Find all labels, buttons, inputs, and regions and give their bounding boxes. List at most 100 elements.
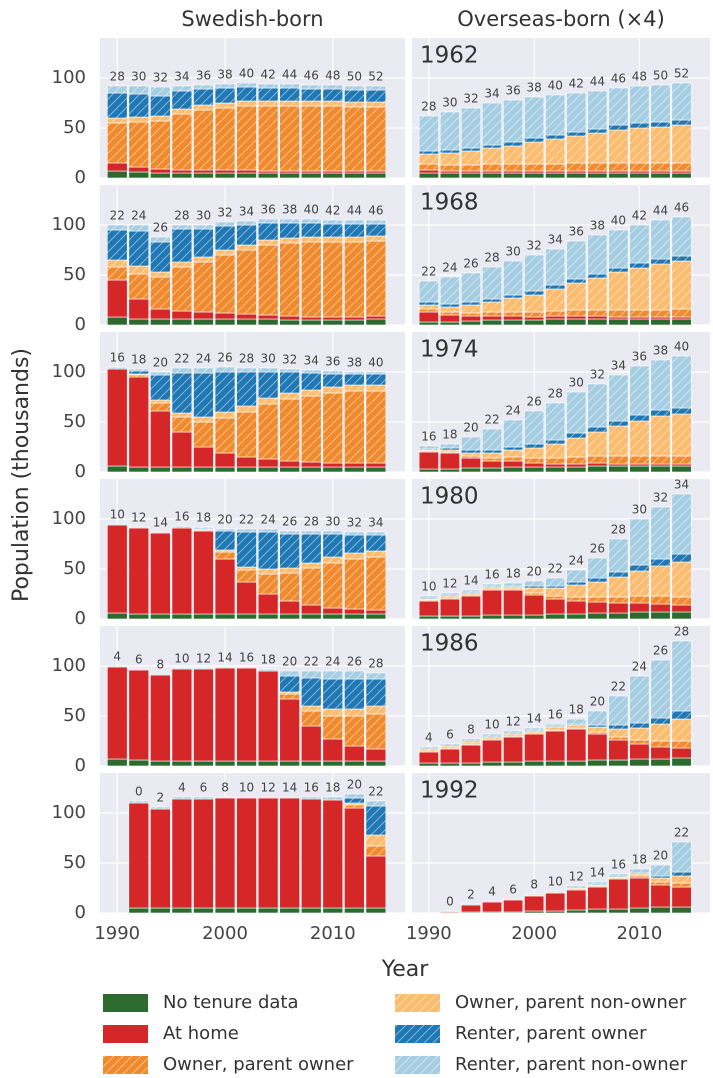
bar-segment bbox=[344, 85, 365, 91]
bar-segment bbox=[503, 582, 524, 587]
bar-segment bbox=[629, 224, 650, 264]
bar-segment bbox=[128, 265, 150, 275]
bar-label: 30 bbox=[632, 503, 647, 517]
bar-segment bbox=[171, 613, 193, 620]
bar-segment bbox=[629, 309, 650, 318]
bar-segment bbox=[322, 715, 344, 740]
bar-label: 22 bbox=[304, 655, 319, 669]
bar-segment bbox=[439, 762, 460, 767]
bar-segment bbox=[193, 88, 214, 106]
bar-segment bbox=[344, 241, 365, 318]
bar-segment bbox=[279, 170, 300, 174]
bar-label: 12 bbox=[196, 652, 211, 666]
bar-segment bbox=[629, 611, 650, 620]
y-tick-label: 100 bbox=[52, 361, 86, 382]
bar-segment bbox=[671, 906, 692, 914]
bar-segment bbox=[322, 738, 344, 762]
bar-segment bbox=[566, 282, 587, 311]
bar-label: 22 bbox=[174, 352, 189, 366]
bar-segment bbox=[566, 613, 587, 620]
bar-label: 34 bbox=[484, 87, 499, 101]
bar-label: 30 bbox=[131, 70, 146, 84]
bar-segment bbox=[566, 728, 587, 762]
bar-segment bbox=[545, 760, 566, 767]
bar-segment bbox=[587, 318, 608, 326]
bar-segment bbox=[566, 162, 587, 172]
bar-segment bbox=[418, 150, 439, 155]
bar-segment bbox=[524, 254, 545, 292]
bar-label: 28 bbox=[304, 515, 319, 529]
bar-label: 12 bbox=[505, 715, 520, 729]
bar-segment bbox=[481, 467, 503, 473]
bar-segment bbox=[439, 748, 460, 764]
bar-segment bbox=[524, 290, 545, 296]
bar-segment bbox=[545, 723, 566, 727]
x-tick-label: 2000 bbox=[202, 923, 248, 944]
bar-segment bbox=[608, 728, 629, 738]
bar-segment bbox=[300, 84, 322, 90]
bar-segment bbox=[150, 172, 171, 179]
bar-segment bbox=[322, 462, 344, 468]
bar-label: 38 bbox=[217, 68, 232, 82]
bar-segment bbox=[214, 371, 236, 413]
bar-segment bbox=[257, 222, 279, 241]
bar-label: 20 bbox=[653, 849, 668, 863]
bar-segment bbox=[439, 311, 460, 316]
bar-segment bbox=[171, 113, 193, 171]
bar-label: 20 bbox=[527, 565, 542, 579]
bar-label: 32 bbox=[347, 516, 362, 530]
bar-segment bbox=[608, 87, 629, 126]
x-tick-label: 1990 bbox=[406, 923, 452, 944]
bar-segment bbox=[650, 611, 671, 620]
bar-segment bbox=[629, 743, 650, 760]
bar-label: 8 bbox=[530, 878, 538, 892]
bar-label: 22 bbox=[368, 785, 383, 799]
bar-label: 22 bbox=[484, 413, 499, 427]
bar-label: 10 bbox=[239, 781, 254, 795]
bar-segment bbox=[279, 567, 300, 574]
bar-segment bbox=[322, 319, 344, 326]
bar-segment bbox=[150, 276, 171, 310]
bar-segment bbox=[460, 452, 482, 457]
bar-segment bbox=[236, 666, 257, 669]
bar-segment bbox=[365, 101, 387, 108]
bar-label: 18 bbox=[569, 703, 584, 717]
bar-segment bbox=[650, 884, 671, 908]
bar-label: 38 bbox=[527, 81, 542, 95]
bar-segment bbox=[128, 668, 150, 671]
bar-segment bbox=[503, 163, 524, 172]
bar-segment bbox=[629, 267, 650, 311]
bar-segment bbox=[193, 261, 214, 313]
bar-segment bbox=[650, 603, 671, 613]
bar-label: 30 bbox=[260, 352, 275, 366]
bar-segment bbox=[460, 595, 482, 617]
bar-segment bbox=[128, 613, 150, 620]
bar-segment bbox=[587, 90, 608, 130]
bar-segment bbox=[257, 105, 279, 172]
bar-segment bbox=[629, 318, 650, 326]
bar-label: 24 bbox=[260, 513, 275, 527]
bar-segment bbox=[629, 570, 650, 597]
bar-segment bbox=[365, 713, 387, 750]
bar-segment bbox=[629, 518, 650, 566]
bar-segment bbox=[439, 276, 460, 305]
bar-segment bbox=[257, 314, 279, 320]
bar-segment bbox=[671, 119, 692, 126]
bar-label: 18 bbox=[505, 567, 520, 581]
bar-segment bbox=[344, 101, 365, 108]
bar-segment bbox=[545, 402, 566, 441]
bar-segment bbox=[257, 458, 279, 468]
bar-segment bbox=[524, 466, 545, 473]
bar-segment bbox=[650, 740, 671, 748]
bar-segment bbox=[150, 907, 171, 914]
bar-label: 24 bbox=[325, 655, 340, 669]
bar-segment bbox=[629, 455, 650, 465]
bar-segment bbox=[545, 598, 566, 615]
bar-segment bbox=[214, 225, 236, 251]
bar-label: 28 bbox=[110, 70, 125, 84]
bar-segment bbox=[344, 804, 365, 809]
bar-segment bbox=[128, 368, 150, 372]
bar-segment bbox=[460, 449, 482, 454]
bar-segment bbox=[460, 147, 482, 152]
bar-segment bbox=[257, 670, 279, 762]
